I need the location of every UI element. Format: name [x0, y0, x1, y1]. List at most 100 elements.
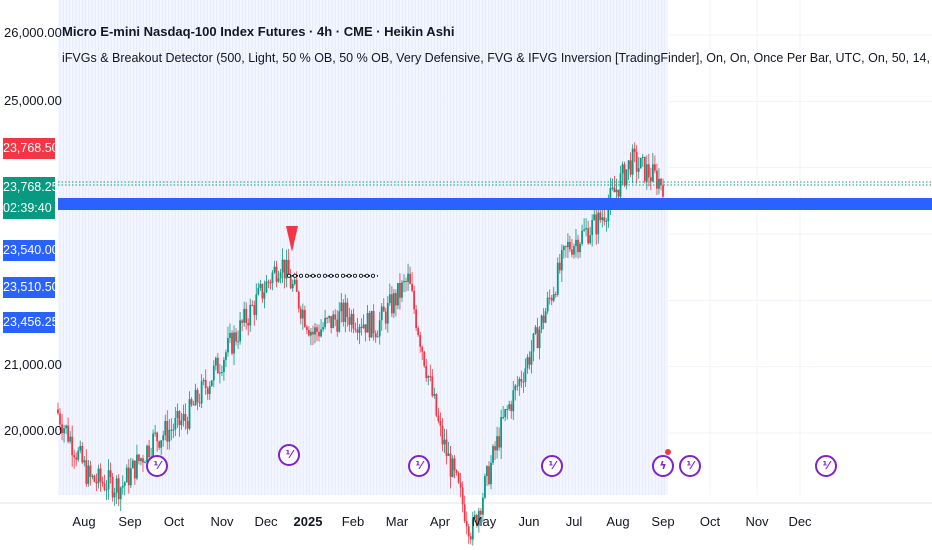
candle-body [463, 504, 466, 522]
candle-body [255, 294, 258, 315]
candle-body [184, 413, 187, 422]
candle-body [95, 481, 98, 484]
candle-body [656, 170, 658, 189]
candle-body [295, 279, 298, 292]
breakout-level-dot [316, 273, 322, 278]
candle-body [170, 429, 173, 431]
breakout-level-dot [340, 273, 346, 278]
candle-body [530, 351, 533, 365]
candle-body [119, 487, 122, 500]
candle-body [558, 262, 561, 271]
candle-body [459, 482, 462, 488]
candle-body [544, 311, 547, 323]
candle-body [214, 357, 217, 366]
history-highlight [58, 0, 668, 495]
x-tick-label: Jul [565, 514, 583, 529]
split-icon[interactable]: ⅟ [146, 455, 168, 477]
chart-title: Micro E-mini Nasdaq-100 Index Futures · … [62, 24, 455, 39]
candle-body [140, 458, 142, 462]
split-icon[interactable]: ⅟ [278, 444, 300, 466]
candle-body [532, 333, 535, 352]
candle-body [79, 445, 82, 451]
candle-body [621, 164, 624, 174]
candle-body [623, 164, 626, 186]
candle-body [645, 164, 648, 182]
candle-body [405, 280, 407, 282]
candle-body [502, 417, 505, 419]
candle-body [425, 365, 428, 378]
candle-body [409, 273, 411, 284]
candle-body [257, 288, 260, 295]
candle-body [235, 332, 237, 342]
candle-body [308, 330, 310, 336]
candle-body [216, 357, 219, 374]
history-band [58, 0, 668, 495]
candle-body [560, 250, 563, 271]
range-price-label: 23,540.00 [3, 240, 59, 261]
x-tick-label: Dec [788, 514, 812, 529]
split-icon[interactable]: ⅟ [679, 455, 701, 477]
candle-body [117, 478, 120, 500]
candle-body [340, 302, 343, 312]
lightning-icon[interactable]: ϟ [652, 455, 674, 477]
candle-body [536, 327, 539, 349]
candle-body [176, 411, 179, 418]
split-icon[interactable]: ⅟ [408, 455, 430, 477]
candle-body [520, 379, 523, 382]
candle-body [449, 453, 452, 477]
candle-body [142, 458, 144, 463]
candle-body [609, 187, 612, 205]
candle-body [148, 445, 150, 458]
candle-body [164, 420, 167, 436]
candle-body [498, 436, 501, 448]
candle-body [208, 386, 211, 395]
candle-body [57, 409, 59, 414]
candle-body [587, 228, 590, 244]
candle-body [85, 460, 88, 484]
x-tick-label: Apr [429, 514, 451, 529]
range-price-label: 23,510.50 [3, 277, 59, 298]
indicator-label[interactable]: iFVGs & Breakout Detector (500, Light, 5… [62, 51, 932, 65]
candle-body [263, 292, 266, 299]
candle-body [291, 283, 294, 289]
candle-body [407, 273, 409, 282]
candle-body [573, 246, 575, 255]
candle-body [633, 148, 636, 153]
candle-body [233, 332, 235, 354]
candle-body [473, 514, 476, 519]
candle-body [603, 217, 606, 222]
candlesticks [57, 142, 664, 546]
candle-body [318, 331, 320, 337]
candle-body [81, 445, 84, 463]
candle-body [556, 262, 559, 295]
split-icon[interactable]: ⅟ [815, 455, 837, 477]
candle-body [77, 450, 80, 460]
candle-body [227, 337, 229, 353]
candle-body [477, 510, 480, 526]
candle-body [512, 390, 515, 412]
candle-body [508, 404, 511, 409]
candle-body [484, 476, 486, 498]
candle-body [538, 329, 541, 349]
y-tick-label: 25,000.00 [4, 93, 62, 108]
candle-body [314, 327, 316, 335]
candle-body [611, 187, 614, 189]
candle-body [514, 385, 517, 391]
candle-body [374, 333, 377, 338]
candle-body [65, 425, 67, 429]
candle-body [73, 455, 76, 458]
candle-body [107, 470, 110, 490]
candle-body [360, 326, 363, 328]
candle-body [162, 435, 165, 441]
candle-body [577, 239, 579, 253]
candle-body [510, 404, 513, 412]
candle-body [562, 246, 565, 251]
candle-body [522, 381, 525, 383]
candle-body [174, 417, 177, 430]
candle-body [641, 156, 644, 158]
candle-body [202, 380, 205, 382]
candle-body [585, 228, 588, 230]
candle-body [125, 467, 128, 483]
split-icon[interactable]: ⅟ [541, 455, 563, 477]
